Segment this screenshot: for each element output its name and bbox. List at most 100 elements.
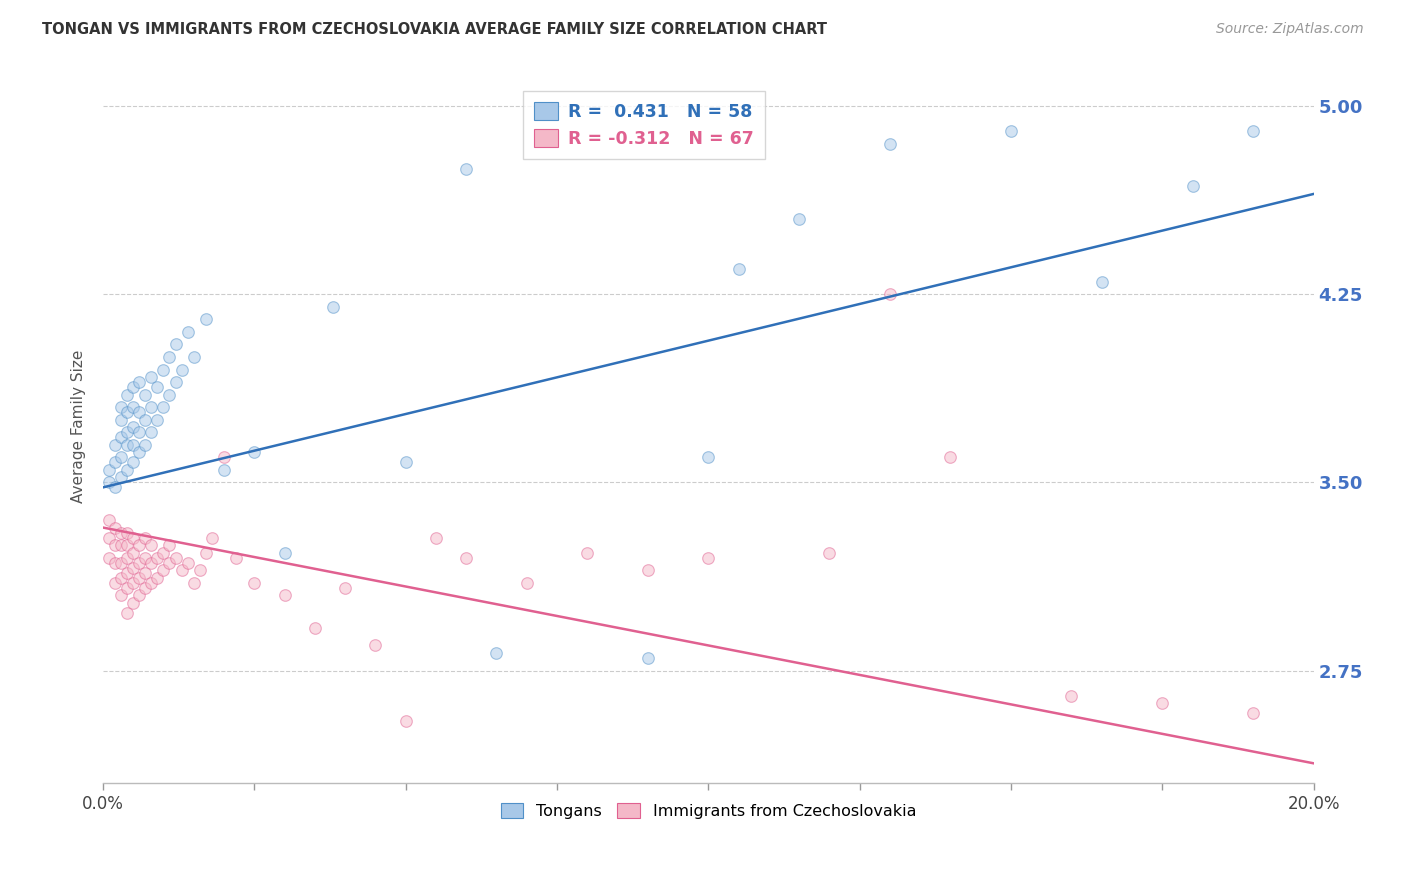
Point xyxy=(273,546,295,560)
Point xyxy=(115,438,138,452)
Point xyxy=(122,455,145,469)
Point xyxy=(104,556,127,570)
Point xyxy=(243,445,266,459)
Point xyxy=(183,350,205,364)
Point xyxy=(128,375,150,389)
Point xyxy=(188,563,211,577)
Point xyxy=(879,136,901,151)
Point xyxy=(146,412,169,426)
Point xyxy=(104,455,127,469)
Point xyxy=(122,420,145,434)
Point xyxy=(146,550,169,565)
Point xyxy=(159,556,181,570)
Point xyxy=(939,450,962,465)
Point xyxy=(1091,275,1114,289)
Point xyxy=(165,550,187,565)
Point xyxy=(159,350,181,364)
Point xyxy=(97,463,120,477)
Point xyxy=(194,312,217,326)
Point xyxy=(485,646,508,660)
Point xyxy=(110,571,132,585)
Point xyxy=(115,405,138,419)
Point xyxy=(152,563,174,577)
Point xyxy=(176,325,198,339)
Point xyxy=(637,651,659,665)
Point xyxy=(141,538,163,552)
Point xyxy=(1000,124,1022,138)
Point xyxy=(394,455,416,469)
Point xyxy=(1152,696,1174,710)
Point xyxy=(176,556,198,570)
Point xyxy=(110,400,132,414)
Point xyxy=(304,621,326,635)
Point xyxy=(115,566,138,580)
Point xyxy=(243,575,266,590)
Point xyxy=(1241,124,1264,138)
Point xyxy=(152,546,174,560)
Point xyxy=(141,575,163,590)
Point xyxy=(141,400,163,414)
Point xyxy=(146,380,169,394)
Point xyxy=(159,387,181,401)
Point xyxy=(128,425,150,440)
Point xyxy=(134,531,156,545)
Point xyxy=(122,400,145,414)
Point xyxy=(576,546,599,560)
Point xyxy=(115,525,138,540)
Point xyxy=(115,463,138,477)
Point xyxy=(115,387,138,401)
Point xyxy=(122,380,145,394)
Point xyxy=(1241,706,1264,721)
Point xyxy=(818,546,841,560)
Point xyxy=(122,560,145,574)
Point xyxy=(134,387,156,401)
Point xyxy=(104,480,127,494)
Point xyxy=(97,475,120,490)
Point xyxy=(104,575,127,590)
Point xyxy=(183,575,205,590)
Point xyxy=(425,531,447,545)
Point xyxy=(697,550,720,565)
Point xyxy=(115,538,138,552)
Point xyxy=(110,556,132,570)
Point xyxy=(122,531,145,545)
Point xyxy=(212,463,235,477)
Point xyxy=(152,362,174,376)
Point xyxy=(727,262,749,277)
Point xyxy=(122,575,145,590)
Point xyxy=(97,550,120,565)
Point xyxy=(97,531,120,545)
Point xyxy=(134,581,156,595)
Point xyxy=(134,412,156,426)
Point xyxy=(110,470,132,484)
Point xyxy=(104,538,127,552)
Point xyxy=(141,425,163,440)
Legend: Tongans, Immigrants from Czechoslovakia: Tongans, Immigrants from Czechoslovakia xyxy=(494,797,922,825)
Point xyxy=(128,445,150,459)
Point xyxy=(134,566,156,580)
Point xyxy=(110,450,132,465)
Point xyxy=(122,596,145,610)
Point xyxy=(394,714,416,728)
Point xyxy=(104,520,127,534)
Point xyxy=(115,425,138,440)
Point xyxy=(115,581,138,595)
Point xyxy=(97,513,120,527)
Point xyxy=(110,430,132,444)
Point xyxy=(333,581,356,595)
Point xyxy=(128,405,150,419)
Point xyxy=(516,575,538,590)
Point xyxy=(456,161,478,176)
Point xyxy=(141,370,163,384)
Point xyxy=(879,287,901,301)
Point xyxy=(128,588,150,602)
Point xyxy=(364,639,387,653)
Point xyxy=(165,375,187,389)
Point xyxy=(152,400,174,414)
Point xyxy=(697,450,720,465)
Point xyxy=(787,212,810,227)
Point xyxy=(637,563,659,577)
Point xyxy=(134,438,156,452)
Point xyxy=(128,538,150,552)
Point xyxy=(212,450,235,465)
